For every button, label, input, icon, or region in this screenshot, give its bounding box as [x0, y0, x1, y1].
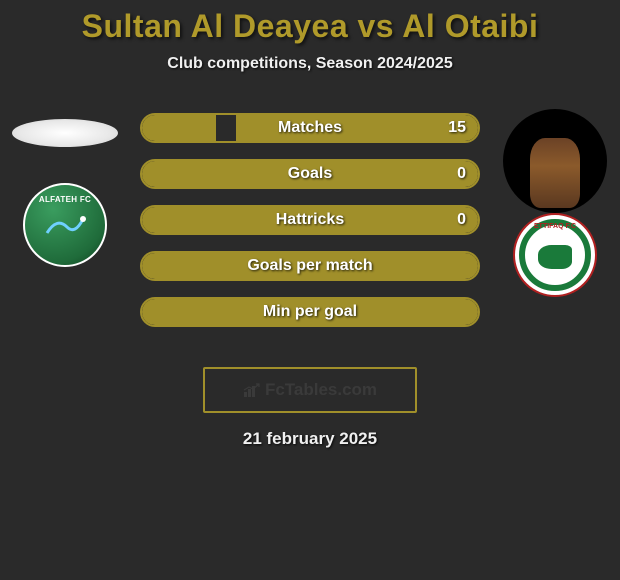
club-left-name: ALFATEH FC: [39, 195, 91, 204]
comparison-body: ALFATEH FC ETTIFAQ F.C Matches15Goals0Ha…: [0, 113, 620, 353]
brand-badge[interactable]: FcTables.com: [203, 367, 417, 413]
stat-row: Min per goal: [140, 297, 480, 327]
stats-table: Matches15Goals0Hattricks0Goals per match…: [140, 113, 480, 343]
club-badge-right: ETTIFAQ F.C: [513, 213, 597, 297]
page-title: Sultan Al Deayea vs Al Otaibi: [0, 8, 620, 45]
stat-row: Matches15: [140, 113, 480, 143]
footer-date: 21 february 2025: [0, 429, 620, 449]
stat-value-right: 15: [448, 119, 466, 137]
player-left-column: ALFATEH FC: [10, 109, 120, 267]
stat-value-right: 0: [457, 211, 466, 229]
stat-row: Goals0: [140, 159, 480, 189]
stat-label: Goals: [142, 165, 478, 183]
comparison-card: Sultan Al Deayea vs Al Otaibi Club compe…: [0, 0, 620, 449]
stat-label: Matches: [142, 119, 478, 137]
chart-icon: [243, 383, 261, 397]
stat-label: Goals per match: [142, 257, 478, 275]
brand-text: FcTables.com: [265, 380, 377, 400]
stat-label: Min per goal: [142, 303, 478, 321]
club-right-name: ETTIFAQ F.C: [534, 223, 576, 230]
player-right-column: ETTIFAQ F.C: [500, 109, 610, 297]
subtitle: Club competitions, Season 2024/2025: [0, 55, 620, 73]
stat-row: Hattricks0: [140, 205, 480, 235]
stat-label: Hattricks: [142, 211, 478, 229]
club-right-icon: [538, 245, 572, 269]
player-left-avatar: [12, 119, 118, 147]
stat-row: Goals per match: [140, 251, 480, 281]
stat-value-right: 0: [457, 165, 466, 183]
club-badge-left: ALFATEH FC: [23, 183, 107, 267]
player-right-avatar: [503, 109, 607, 213]
club-left-icon: [43, 211, 87, 241]
